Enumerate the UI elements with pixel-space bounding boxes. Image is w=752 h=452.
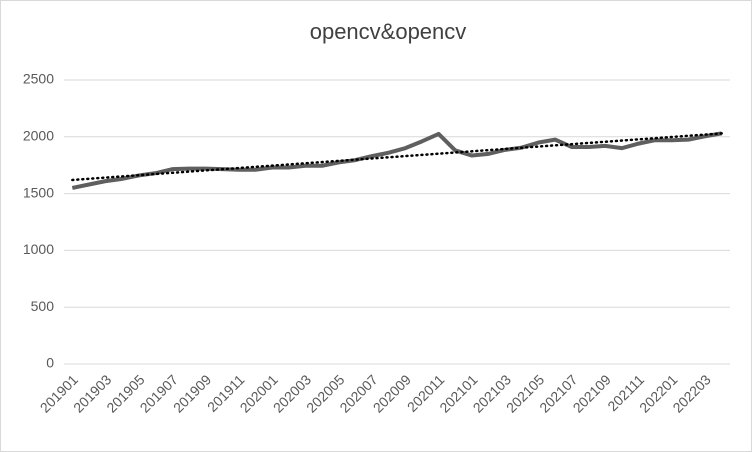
trend-line	[71, 132, 723, 182]
y-tick-label: 2000	[23, 128, 54, 144]
series-line	[71, 131, 723, 190]
y-tick-label: 1000	[23, 241, 54, 257]
y-tick-label: 2500	[23, 71, 54, 87]
chart-title: opencv&opencv	[310, 19, 467, 44]
y-tick-label: 500	[31, 298, 55, 314]
y-tick-label: 0	[46, 355, 54, 371]
y-tick-label: 1500	[23, 184, 54, 200]
